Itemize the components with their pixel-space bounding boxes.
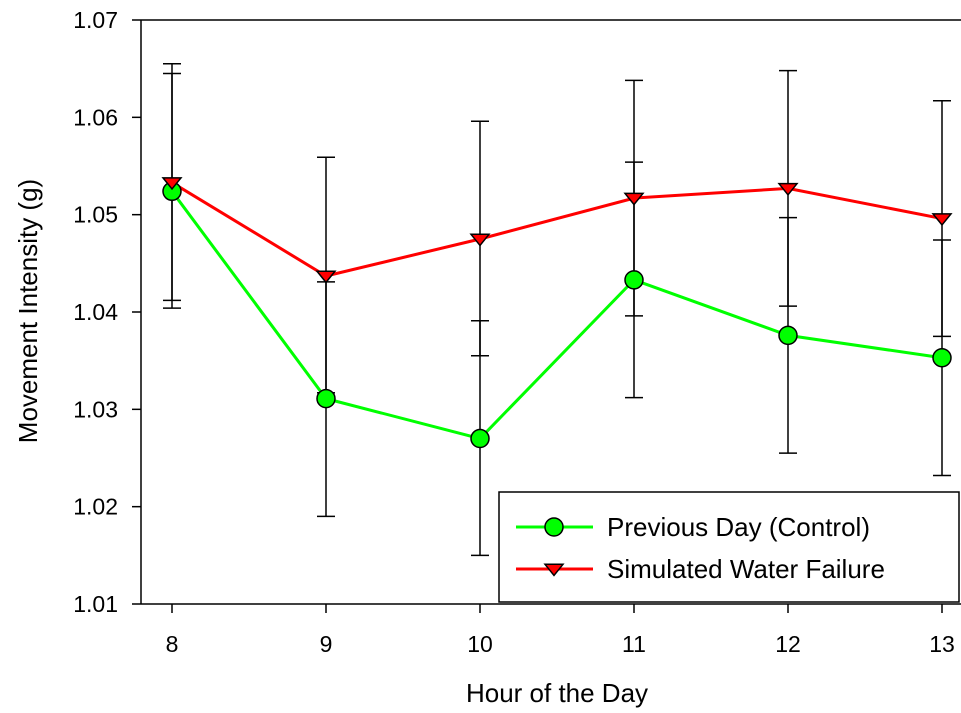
y-tick-label: 1.04	[73, 299, 118, 325]
y-axis-label: Movement Intensity (g)	[13, 179, 43, 443]
legend: Previous Day (Control) Simulated Water F…	[498, 491, 960, 603]
series-line-control	[170, 190, 943, 441]
y-tick-label: 1.07	[73, 7, 118, 33]
series-line-failure	[171, 181, 943, 278]
data-point-control	[778, 325, 798, 346]
y-tick-label: 1.05	[73, 202, 118, 228]
legend-label-control: Previous Day (Control)	[607, 512, 870, 542]
x-tick-label: 9	[320, 631, 333, 657]
y-tick-label: 1.03	[73, 396, 118, 422]
legend-label-failure: Simulated Water Failure	[607, 554, 885, 584]
legend-box	[498, 491, 960, 603]
series-lines	[170, 181, 943, 441]
data-point-failure	[161, 177, 183, 191]
x-tick-label: 13	[929, 631, 955, 657]
data-point-failure	[931, 213, 953, 227]
data-point-control	[316, 388, 336, 409]
data-point-failure	[777, 182, 799, 196]
x-axis-label: Hour of the Day	[466, 678, 648, 708]
data-point-failure	[623, 192, 645, 206]
legend-marker-control	[544, 517, 564, 537]
x-tick-label: 12	[775, 631, 801, 657]
tick-labels: 1.01 1.02 1.03 1.04 1.05 1.06 1.07 8 9 10 11 12 13	[73, 7, 955, 657]
series-markers	[161, 177, 953, 449]
data-point-failure	[315, 270, 337, 284]
data-point-control	[470, 428, 490, 449]
x-tick-label: 11	[622, 631, 646, 657]
data-point-failure	[469, 233, 491, 247]
y-tick-label: 1.06	[73, 104, 118, 130]
error-bars	[163, 63, 951, 557]
legend-marker-failure	[543, 563, 565, 577]
axes	[132, 19, 961, 613]
y-tick-label: 1.02	[73, 494, 118, 520]
data-point-control	[624, 270, 644, 290]
x-tick-label: 10	[467, 631, 493, 657]
data-point-control	[932, 347, 952, 368]
x-tick-label: 8	[166, 631, 179, 657]
y-tick-label: 1.01	[73, 591, 118, 617]
